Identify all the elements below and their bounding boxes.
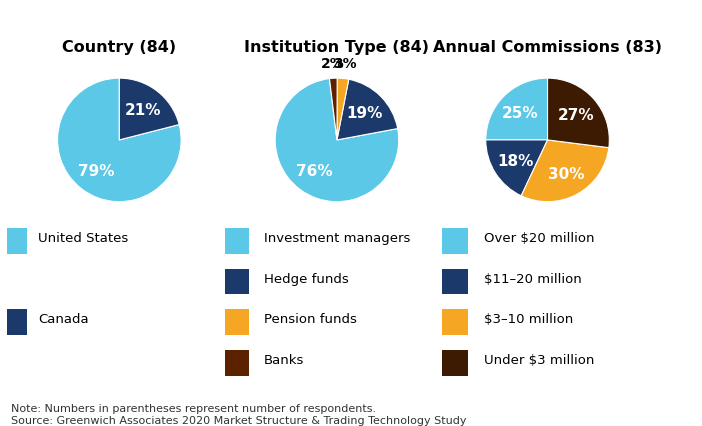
Text: Source: Greenwich Associates 2020 Market Structure & Trading Technology Study: Source: Greenwich Associates 2020 Market… <box>11 415 466 425</box>
Bar <box>442 269 468 295</box>
Bar <box>442 309 468 335</box>
Wedge shape <box>548 79 609 148</box>
Text: Canada: Canada <box>39 313 89 325</box>
Text: Investment managers: Investment managers <box>264 232 411 245</box>
Text: 30%: 30% <box>548 167 584 181</box>
Text: Banks: Banks <box>264 353 305 366</box>
Wedge shape <box>522 141 609 202</box>
Text: 19%: 19% <box>346 106 383 121</box>
Text: Hedge funds: Hedge funds <box>264 272 349 285</box>
Wedge shape <box>486 79 548 141</box>
Bar <box>7 228 27 254</box>
Text: United States: United States <box>39 232 128 245</box>
Wedge shape <box>486 141 548 196</box>
Text: 3%: 3% <box>333 57 357 71</box>
Text: 18%: 18% <box>497 153 534 169</box>
Wedge shape <box>58 79 181 202</box>
Title: Annual Commissions (83): Annual Commissions (83) <box>433 40 662 55</box>
Bar <box>7 309 27 335</box>
Bar <box>442 350 468 376</box>
Wedge shape <box>337 80 397 141</box>
Bar <box>225 228 249 254</box>
Text: Pension funds: Pension funds <box>264 313 357 325</box>
Text: $11–20 million: $11–20 million <box>484 272 581 285</box>
Text: 25%: 25% <box>502 106 539 121</box>
Text: Note: Numbers in parentheses represent number of respondents.: Note: Numbers in parentheses represent n… <box>11 403 376 412</box>
Wedge shape <box>275 79 399 202</box>
Text: 21%: 21% <box>124 103 161 118</box>
Text: Under $3 million: Under $3 million <box>484 353 594 366</box>
Bar <box>442 228 468 254</box>
Bar <box>225 269 249 295</box>
Title: Country (84): Country (84) <box>62 40 176 55</box>
Wedge shape <box>119 79 179 141</box>
Bar <box>225 350 249 376</box>
Text: 79%: 79% <box>78 163 114 178</box>
Wedge shape <box>337 79 349 141</box>
Text: 27%: 27% <box>558 108 595 123</box>
Title: Institution Type (84): Institution Type (84) <box>244 40 430 55</box>
Text: 76%: 76% <box>296 164 333 179</box>
Wedge shape <box>329 79 337 141</box>
Bar <box>225 309 249 335</box>
Text: $3–10 million: $3–10 million <box>484 313 573 325</box>
Text: Over $20 million: Over $20 million <box>484 232 595 245</box>
Text: 2%: 2% <box>321 57 344 71</box>
